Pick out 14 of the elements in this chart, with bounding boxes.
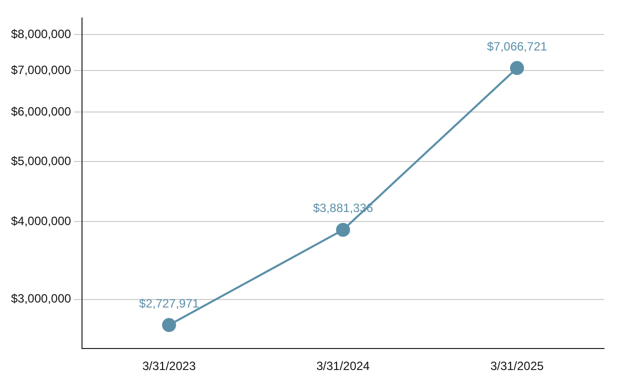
point xyxy=(162,318,176,332)
x-tick-label: 3/31/2024 xyxy=(316,359,370,374)
point xyxy=(336,222,350,237)
x-tick-label: 3/31/2023 xyxy=(142,359,196,374)
data-label: $2,727,971 xyxy=(139,296,200,310)
y-tick-label: $4,000,000 xyxy=(10,214,72,228)
y-tick-label: $3,000,000 xyxy=(10,292,72,306)
x-tick-label: 3/31/2025 xyxy=(490,359,544,374)
data-label: $7,066,721 xyxy=(486,39,548,54)
y-tick-label: $8,000,000 xyxy=(10,26,72,41)
point xyxy=(510,61,524,76)
y-tick-label: $7,000,000 xyxy=(10,62,72,77)
y-tick-label: $5,000,000 xyxy=(10,154,72,168)
y-tick-label: $6,000,000 xyxy=(10,104,72,119)
